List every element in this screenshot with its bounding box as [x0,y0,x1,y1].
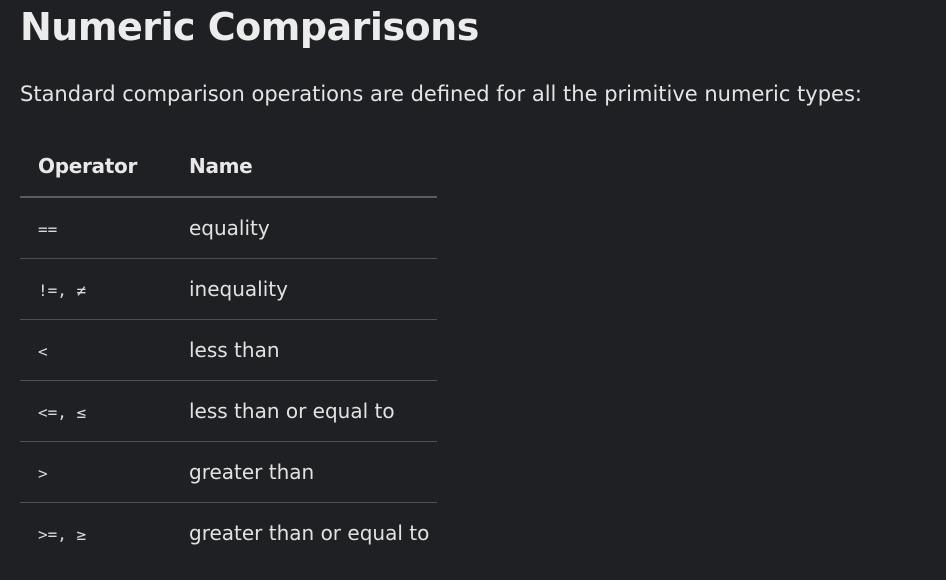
operator-code: < [38,342,48,361]
table-row: !=, ≠ inequality [20,258,437,320]
operator-cell: == [20,197,189,259]
operator-cell: > [20,441,189,503]
table-header-row: Operator Name [20,135,437,198]
name-cell: equality [189,197,437,259]
operator-cell: !=, ≠ [20,258,189,320]
operator-code: <=, ≤ [38,403,87,422]
operator-cell: < [20,319,189,381]
table-row: == equality [20,197,437,259]
name-cell: less than [189,319,437,381]
table-row: > greater than [20,441,437,503]
comparison-operators-table: Operator Name == equality !=, ≠ inequali… [20,135,437,563]
table-row: < less than [20,319,437,381]
header-name: Name [189,135,437,198]
operator-code: == [38,220,58,239]
page-title: Numeric Comparisons [20,5,479,49]
name-cell: inequality [189,258,437,320]
name-cell: greater than or equal to [189,521,430,545]
operator-code: !=, ≠ [38,281,87,300]
header-operator: Operator [20,135,189,198]
operator-code: > [38,464,48,483]
table-row: <=, ≤ less than or equal to [20,380,437,442]
operator-cell: >=, ≥ [20,503,189,564]
name-cell: greater than [189,441,437,503]
operator-code: >=, ≥ [38,525,87,544]
name-cell: less than or equal to [189,380,437,442]
operator-cell: <=, ≤ [20,380,189,442]
table-row: >=, ≥ greater than or equal to [20,503,437,564]
intro-paragraph: Standard comparison operations are defin… [20,82,862,106]
